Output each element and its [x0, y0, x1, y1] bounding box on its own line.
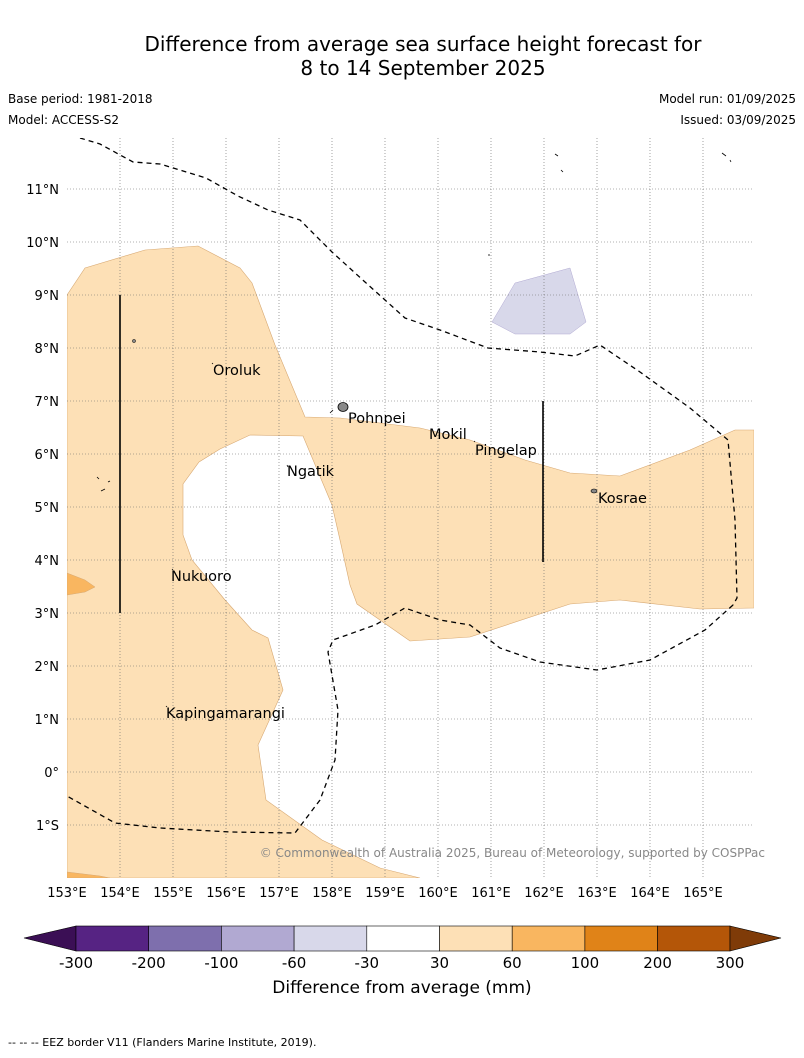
atoll-marker	[554, 153, 564, 173]
lat-labels: 11°N 10°N 9°N 8°N 7°N 6°N 5°N 4°N 3°N 2°…	[26, 183, 59, 834]
atoll-marker	[329, 409, 334, 414]
place-label-oroluk: Oroluk	[213, 363, 261, 379]
lon-label: 156°E	[206, 886, 246, 901]
colorbar-segment	[511, 925, 586, 952]
colorbar-ticks: -300 -200 -100 -60 -30 30 60 100 200 300	[59, 954, 744, 972]
colorbar-segment	[148, 925, 222, 952]
place-label-pohnpei: Pohnpei	[348, 411, 406, 427]
eez-border-south	[67, 604, 734, 834]
title-line-2: 8 to 14 September 2025	[300, 56, 546, 80]
eez-borders	[67, 138, 738, 834]
islands	[96, 152, 732, 708]
colorbar-tick: 300	[716, 954, 745, 972]
lon-label: 165°E	[683, 886, 723, 901]
colorbar-tick: -100	[204, 954, 238, 972]
colorbar-extend-low	[23, 925, 77, 952]
lon-label: 160°E	[418, 886, 458, 901]
colorbar-segment	[657, 925, 731, 952]
lat-label: 7°N	[35, 395, 60, 410]
lat-label: 1°N	[35, 713, 60, 728]
lon-label: 158°E	[312, 886, 352, 901]
lon-label: 163°E	[577, 886, 617, 901]
issued-date: Issued: 03/09/2025	[680, 113, 796, 127]
lon-label: 161°E	[471, 886, 511, 901]
lat-label: 8°N	[35, 342, 60, 357]
pohnpei-island	[337, 402, 349, 412]
lat-label: 3°N	[35, 607, 60, 622]
atoll-marker	[165, 362, 476, 708]
place-label-mokil: Mokil	[429, 427, 467, 443]
place-label-kapingamarangi: Kapingamarangi	[166, 706, 285, 722]
atoll-marker	[132, 339, 136, 343]
colorbar-tick: 60	[503, 954, 522, 972]
model-name: Model: ACCESS-S2	[8, 113, 120, 127]
colorbar-tick: -30	[355, 954, 380, 972]
base-period: Base period: 1981-2018	[8, 92, 153, 106]
lon-labels: 153°E 154°E 155°E 156°E 157°E 158°E 159°…	[47, 886, 723, 901]
lon-label: 155°E	[153, 886, 193, 901]
atoll-marker	[96, 476, 111, 492]
place-label-kosrae: Kosrae	[598, 491, 647, 507]
lat-label: 10°N	[26, 236, 59, 251]
colorbar-tick: 200	[643, 954, 672, 972]
place-label-pingelap: Pingelap	[475, 443, 537, 459]
lat-label: 0°	[44, 766, 59, 781]
anomaly-region-60-100-west	[67, 572, 96, 596]
colorbar-tick: -200	[132, 954, 166, 972]
colorbar-tick: -300	[59, 954, 93, 972]
colorbar-segment	[75, 925, 149, 952]
place-label-ngatik: Ngatik	[287, 464, 335, 480]
lon-label: 162°E	[524, 886, 564, 901]
lat-label: 4°N	[35, 554, 60, 569]
lat-label: 11°N	[26, 183, 59, 198]
anomaly-region-60-100-south	[67, 871, 111, 878]
anomaly-region-30-60	[67, 245, 754, 878]
kosrae-island	[590, 488, 598, 494]
eez-legend-note: -- -- -- EEZ border V11 (Flanders Marine…	[8, 1036, 317, 1049]
colorbar-segment	[293, 925, 368, 952]
place-label-nukuoro: Nukuoro	[171, 569, 232, 585]
colorbar-tick: 30	[430, 954, 449, 972]
atoll-marker	[721, 152, 732, 163]
lon-label: 153°E	[47, 886, 87, 901]
colorbar-segment	[439, 925, 513, 952]
map-title: Difference from average sea surface heig…	[0, 32, 804, 80]
colorbar	[23, 925, 782, 952]
copyright-notice: © Commonwealth of Australia 2025, Bureau…	[260, 846, 765, 860]
eez-border-north	[79, 138, 738, 606]
lat-label: 6°N	[35, 448, 60, 463]
lat-label: 5°N	[35, 501, 60, 516]
map-area: Oroluk Pohnpei Mokil Pingelap Ngatik Kos…	[67, 138, 754, 878]
grid	[67, 138, 754, 878]
colorbar-segment	[221, 925, 295, 952]
lat-label: 2°N	[35, 660, 60, 675]
lon-label: 154°E	[100, 886, 140, 901]
lon-label: 157°E	[259, 886, 299, 901]
lat-label: 9°N	[35, 289, 60, 304]
anomaly-region-neg-30-60	[491, 267, 587, 335]
lat-label: 1°S	[36, 819, 59, 834]
colorbar-extend-high	[729, 925, 782, 952]
place-labels: Oroluk Pohnpei Mokil Pingelap Ngatik Kos…	[166, 363, 647, 722]
colorbar-title: Difference from average (mm)	[272, 978, 532, 998]
model-run: Model run: 01/09/2025	[658, 92, 796, 106]
lon-label: 164°E	[630, 886, 670, 901]
colorbar-segment	[584, 925, 658, 952]
colorbar-segment	[366, 925, 440, 952]
colorbar-tick: -60	[282, 954, 307, 972]
colorbar-tick: 100	[571, 954, 600, 972]
title-line-1: Difference from average sea surface heig…	[144, 32, 702, 56]
lon-label: 159°E	[365, 886, 405, 901]
